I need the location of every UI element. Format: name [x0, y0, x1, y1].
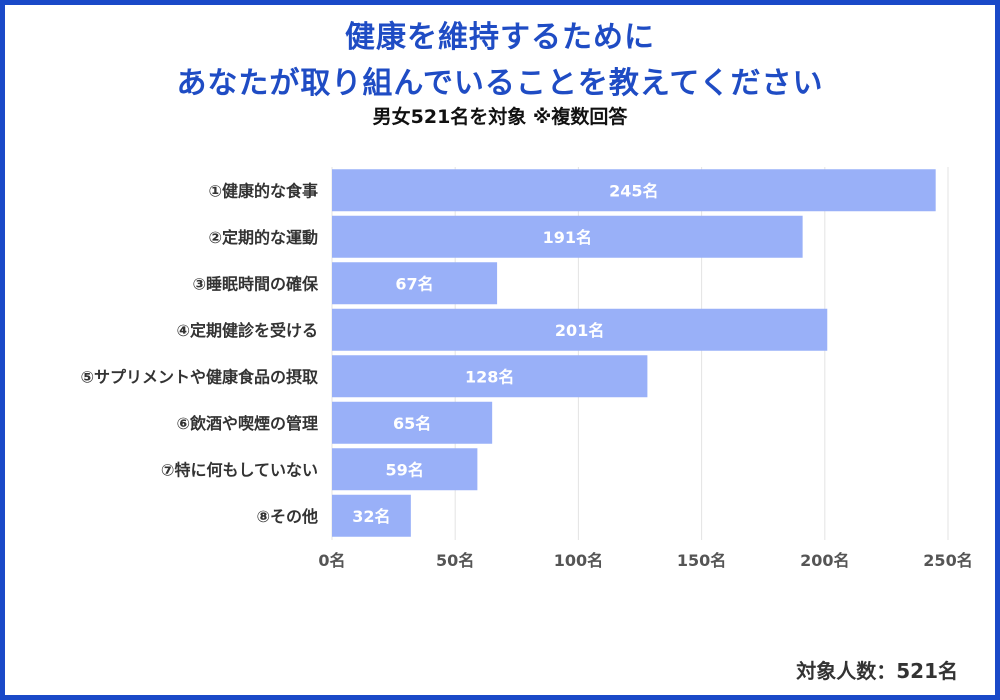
- data-label: 65名: [393, 414, 431, 433]
- bar: [332, 215, 803, 258]
- x-tick-label: 50名: [436, 551, 474, 570]
- data-label: 59名: [386, 460, 424, 479]
- bar: [332, 494, 411, 537]
- data-label: 191名: [543, 228, 592, 247]
- data-label: 201名: [555, 321, 604, 340]
- category-label: ⑥飲酒や喫煙の管理: [176, 414, 318, 433]
- bar: [332, 262, 498, 305]
- x-tick-label: 100名: [554, 551, 603, 570]
- data-label: 67名: [395, 274, 433, 293]
- bar: [332, 355, 648, 398]
- chart-subtitle: 男女521名を対象 ※複数回答: [372, 106, 628, 128]
- category-label: ⑤サプリメントや健康食品の摂取: [80, 367, 318, 386]
- bar: [332, 308, 828, 351]
- bar: [332, 401, 493, 444]
- sample-size-note: 対象人数：521名: [796, 659, 958, 683]
- bar: [332, 448, 478, 491]
- x-tick-label: 200名: [800, 551, 849, 570]
- x-tick-label: 250名: [923, 551, 972, 570]
- category-label: ①健康的な食事: [208, 181, 318, 200]
- category-label: ⑦特に何もしていない: [161, 460, 318, 479]
- data-label: 32名: [352, 507, 390, 526]
- chart-title-line1: 健康を維持するために: [345, 20, 655, 55]
- x-tick-label: 0名: [318, 551, 345, 570]
- data-label: 245名: [609, 181, 658, 200]
- category-label: ④定期健診を受ける: [176, 321, 318, 340]
- category-label: ⑧その他: [256, 507, 318, 526]
- category-label: ③睡眠時間の確保: [192, 274, 319, 293]
- category-label: ②定期的な運動: [208, 228, 318, 247]
- bar: [332, 169, 936, 212]
- data-label: 128名: [465, 367, 514, 386]
- chart-title-line2: あなたが取り組んでいることを教えてください: [176, 66, 824, 101]
- x-tick-label: 150名: [677, 551, 726, 570]
